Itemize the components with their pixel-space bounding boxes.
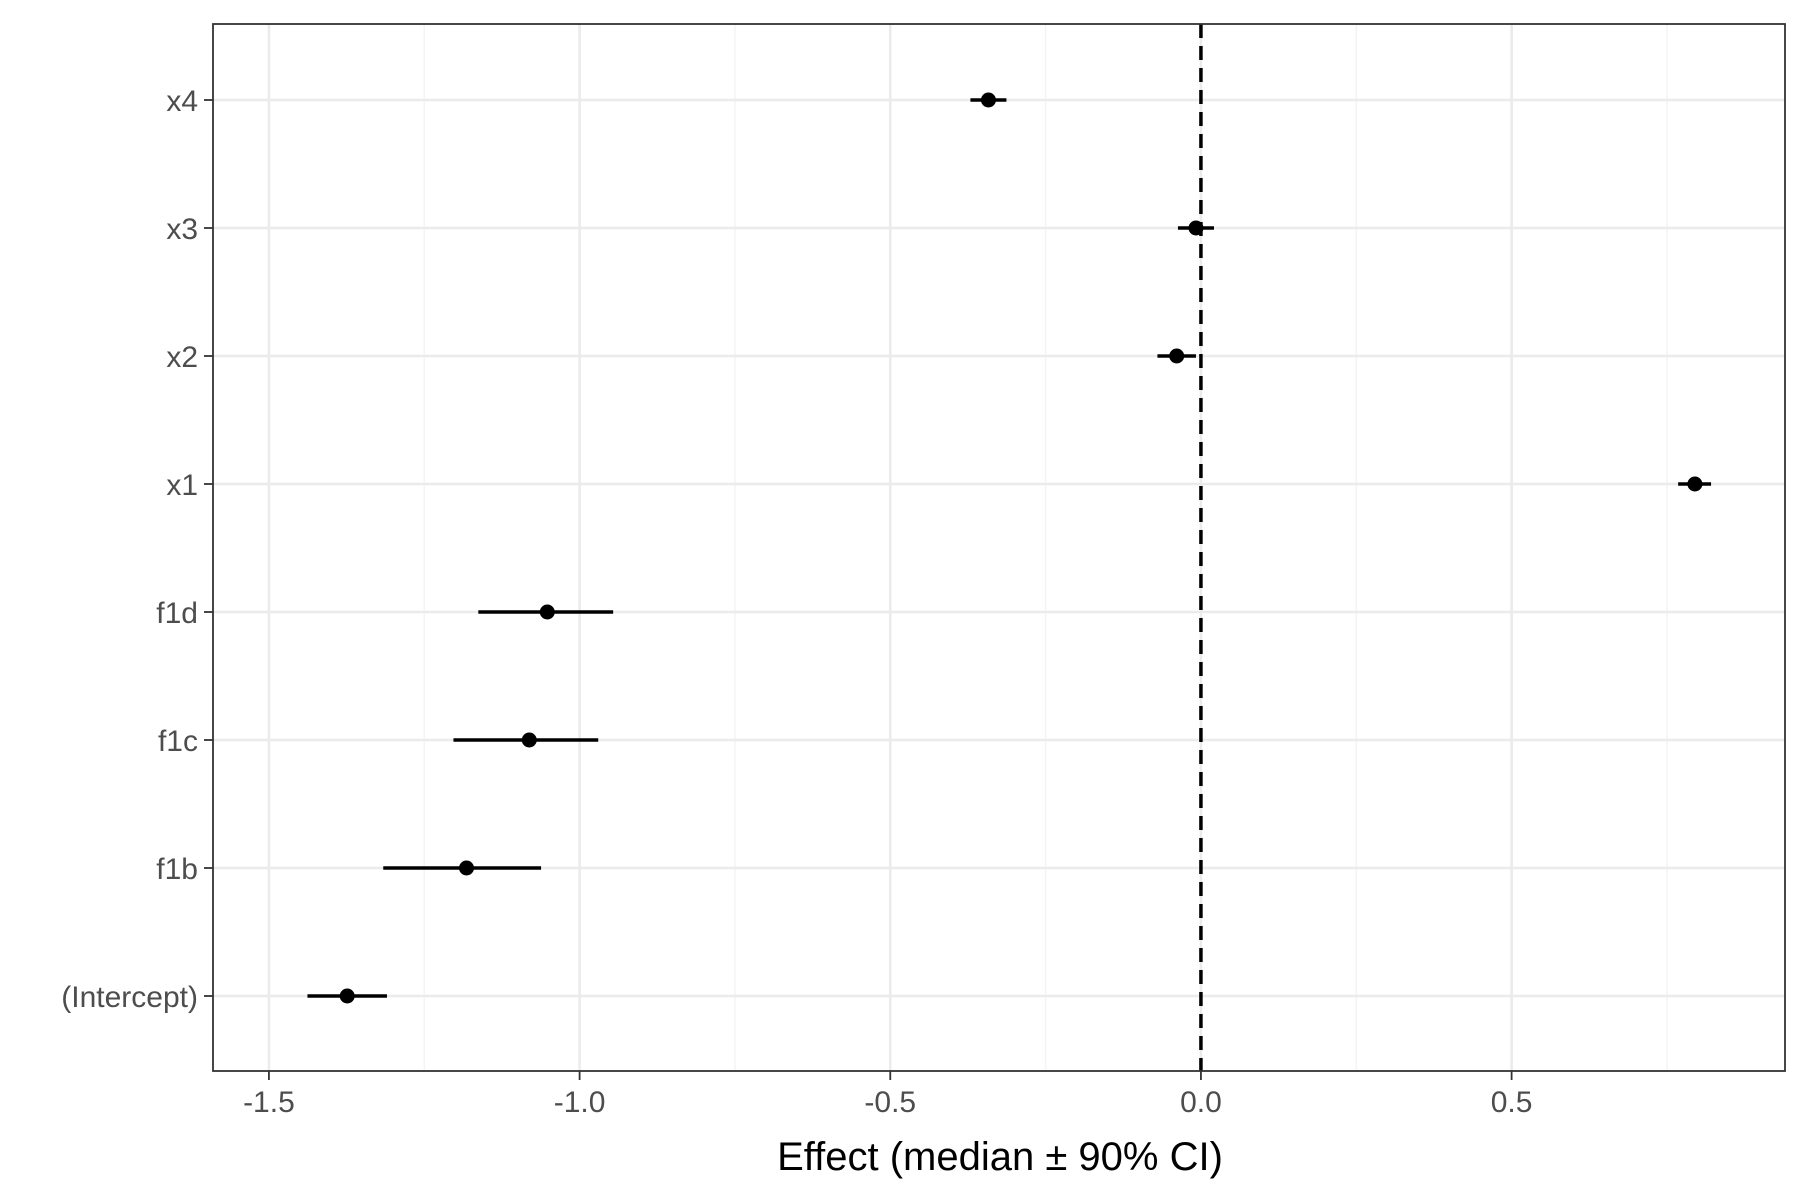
x-tick-label: -0.5 [864,1086,916,1119]
median-point [1169,348,1185,364]
median-point [1188,220,1204,236]
grid-layer [213,24,1785,1071]
y-tick-label: (Intercept) [61,981,198,1014]
x-tick-label: 0.5 [1491,1086,1533,1119]
median-point [1687,476,1703,492]
y-tick-label: x3 [166,213,198,246]
y-tick-label: x4 [166,85,198,118]
x-tick-label: -1.0 [554,1086,606,1119]
median-point [459,860,475,876]
x-axis-title: Effect (median ± 90% CI) [777,1135,1223,1179]
y-tick-label: f1b [156,853,198,886]
y-tick-label: f1d [156,597,198,630]
panel-border [212,23,1786,1072]
x-tick-label: 0.0 [1180,1086,1222,1119]
y-tick-label: f1c [158,725,198,758]
median-point [980,92,996,108]
median-point [521,732,537,748]
median-point [339,988,355,1004]
y-tick-label: x1 [166,469,198,502]
marks-layer [307,92,1712,1004]
x-tick-label: -1.5 [243,1086,295,1119]
y-tick-label: x2 [166,341,198,374]
median-point [539,604,555,620]
axis-layer: -1.5 -1.0 -0.5 0.0 0.5 x4 x3 x2 x1 f1d f1c f1b (Inte… [61,85,1532,1119]
